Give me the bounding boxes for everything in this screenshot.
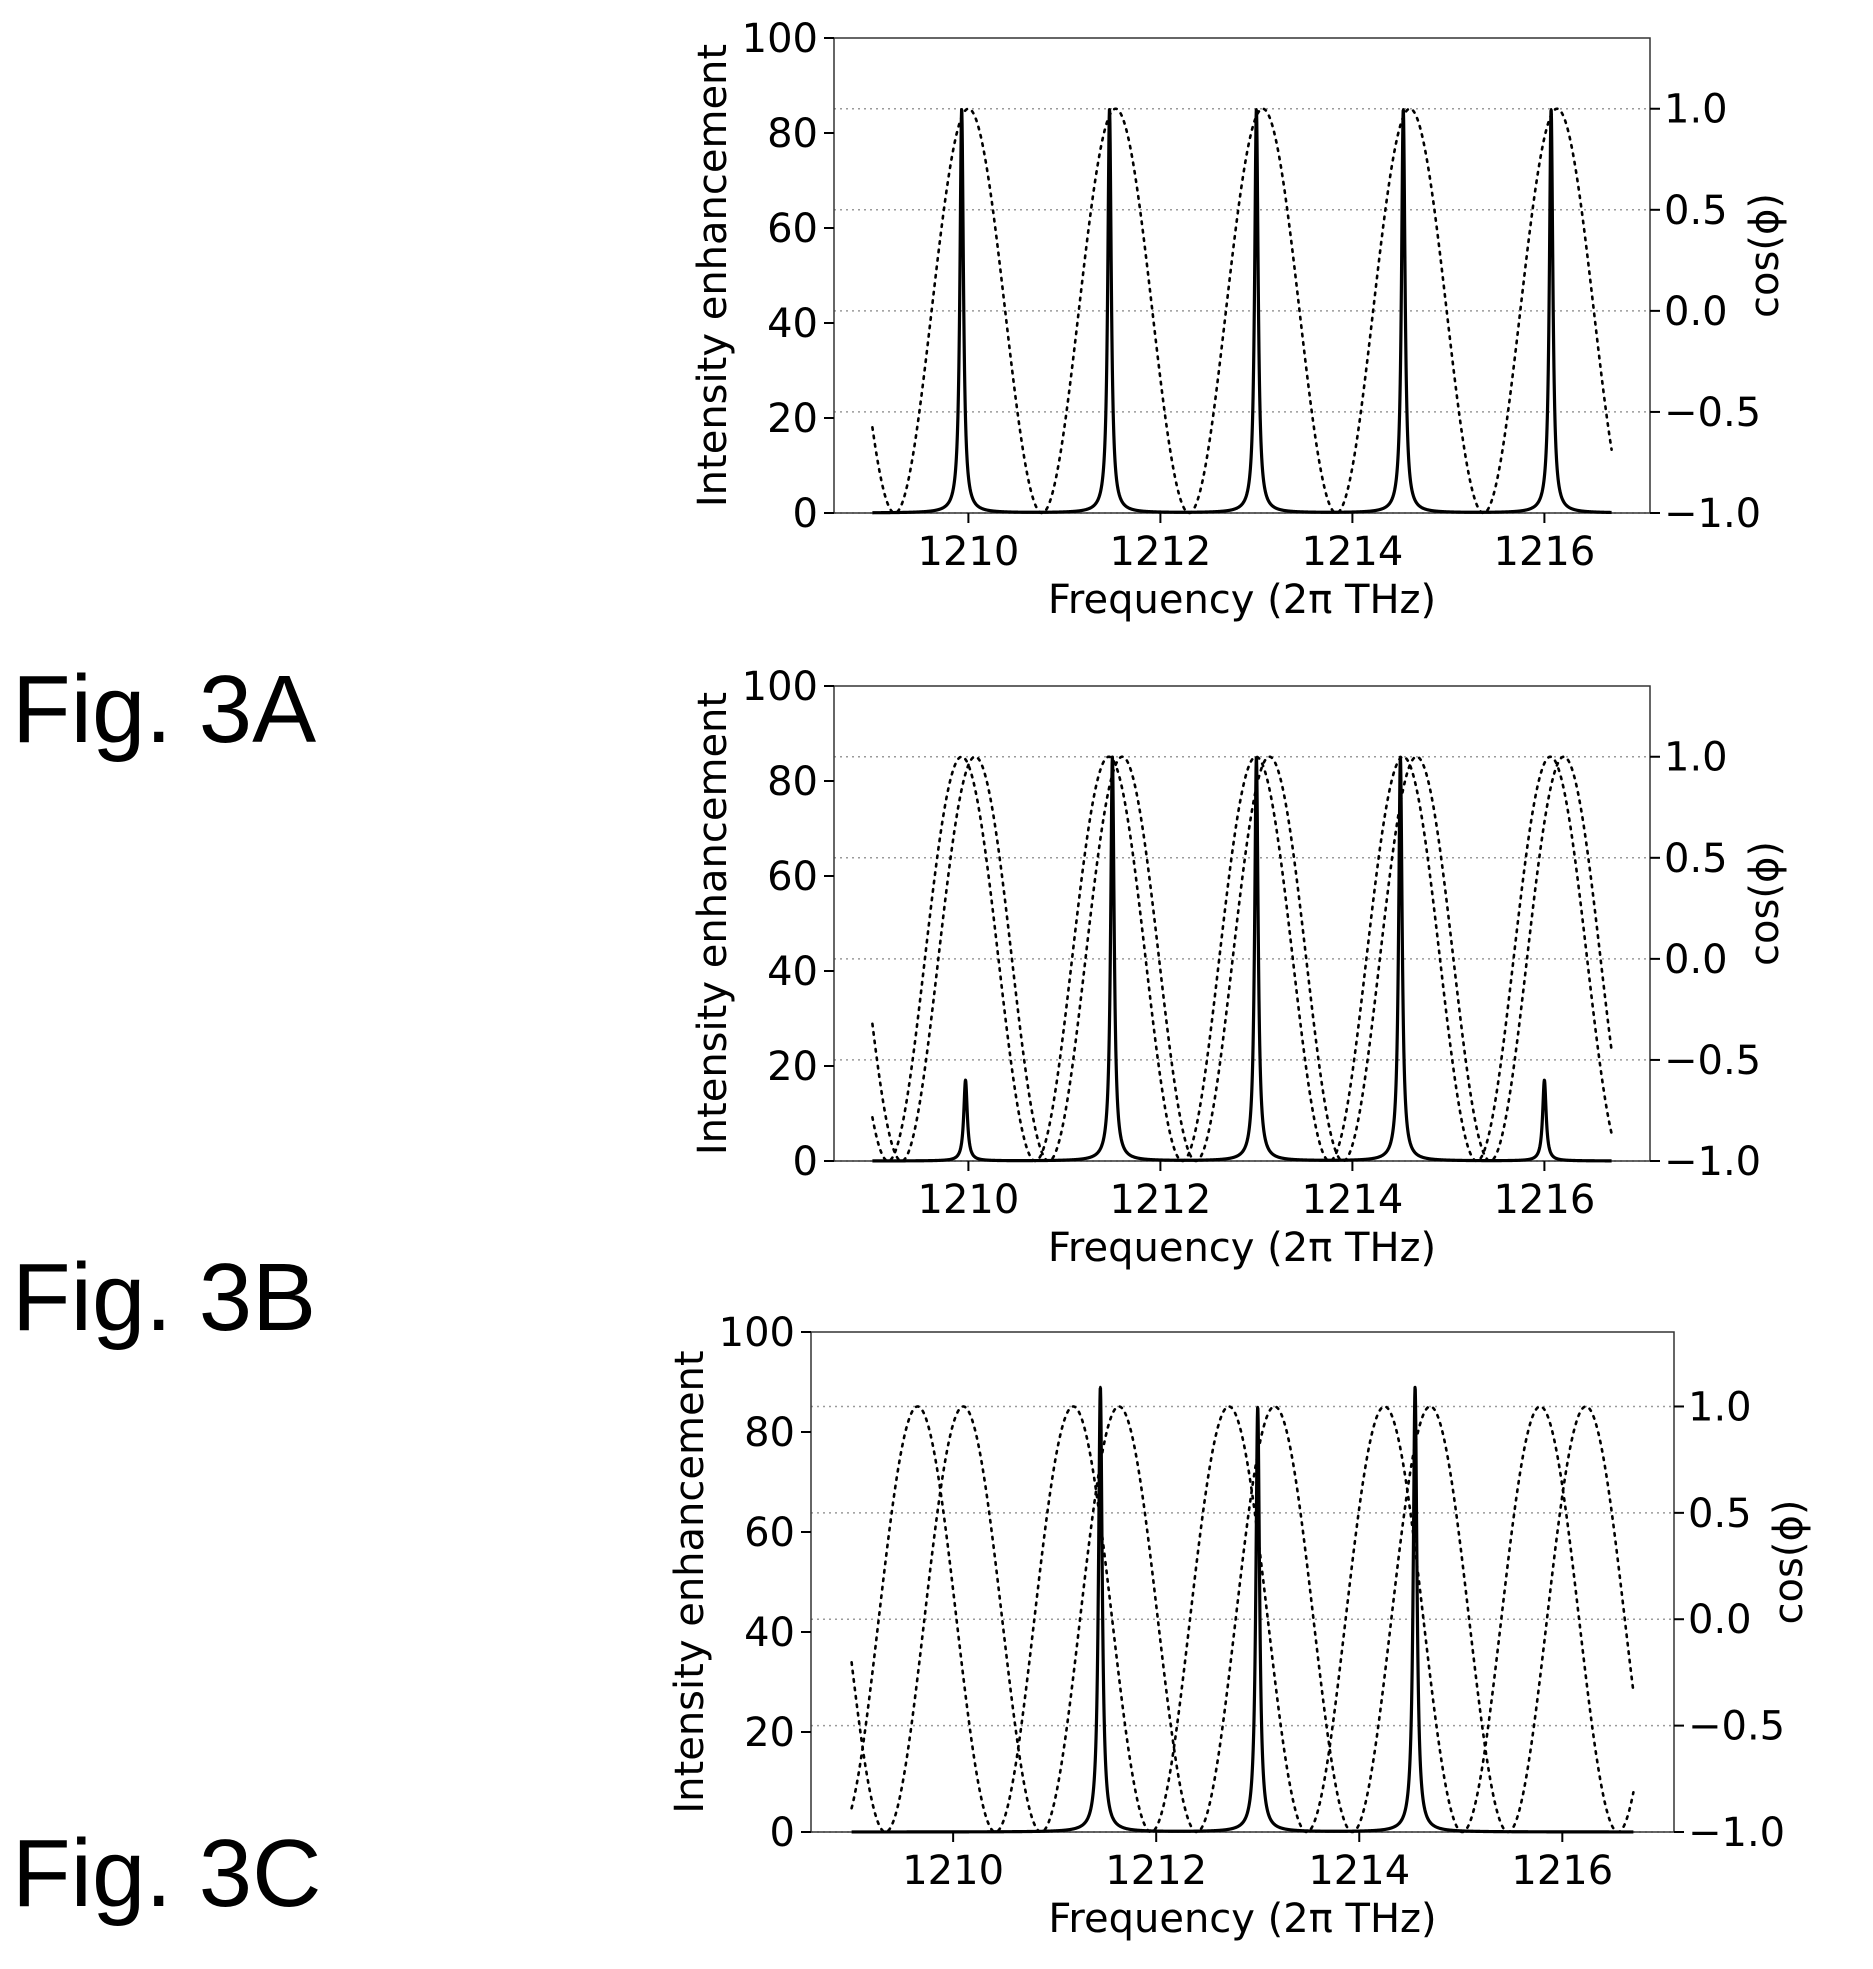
fig-3b-label: Fig. 3B: [12, 1244, 316, 1351]
fig-3b-xtick-label-2: 1214: [1302, 1177, 1404, 1223]
fig-3a-xtick-label-0: 1210: [918, 529, 1020, 575]
fig-3b-plot-frame: [833, 685, 1651, 1162]
fig-3c-y2tick-label-0: −1.0: [1688, 1810, 1785, 1856]
fig-3a-phase-curve-0: [871, 107, 1613, 515]
fig-3a-intensity-peak-0: [960, 108, 963, 111]
fig-3a-chart: 0 20 40 60 80 100 −1.0 −0.5 0.0 0.5 1.0 1210 1212 121…: [690, 16, 1788, 623]
fig-3a-y-axis-label: Intensity enhancement: [690, 44, 736, 507]
fig-3c-ytick-label-3: 60: [744, 1510, 795, 1556]
fig-3a-ytick-label-0: 0: [793, 491, 818, 537]
fig-3b-intensity-peak-0: [964, 1079, 967, 1082]
fig-3a-y2tick-label-4: 1.0: [1664, 87, 1728, 133]
fig-3a-ytick-label-5: 100: [742, 16, 818, 62]
fig-3a-ytick-label-3: 60: [767, 206, 818, 252]
fig-3c-ytick-label-4: 80: [744, 1410, 795, 1456]
fig-3b-xtick-label-3: 1216: [1494, 1177, 1596, 1223]
fig-3b-phase-curve-1: [871, 755, 1613, 1163]
fig-3b-xtick-label-1: 1212: [1110, 1177, 1212, 1223]
fig-3c-label: Fig. 3C: [12, 1820, 321, 1927]
fig-3b-y2tick-label-0: −1.0: [1664, 1139, 1761, 1185]
fig-3b-intensity-peak-4: [1543, 1079, 1546, 1082]
fig-3b-ytick-label-0: 0: [793, 1139, 818, 1185]
fig-3c-intensity-peak-1: [1256, 1405, 1259, 1409]
fig-3b-x-axis-label: Frequency (2π THz): [1048, 1225, 1436, 1271]
fig-3a-y2tick-label-2: 0.0: [1664, 289, 1728, 335]
fig-3a-ytick-label-1: 20: [767, 396, 818, 442]
fig-3c-intensity-line: [850, 1385, 1635, 1834]
fig-3c-y2-axis-label: cos(ϕ): [1766, 1500, 1812, 1625]
fig-3a-xtick-label-1: 1212: [1110, 529, 1212, 575]
fig-3a-intensity-peak-4: [1549, 108, 1553, 111]
fig-3a-xtick-label-3: 1216: [1494, 529, 1596, 575]
fig-3c-y2tick-label-1: −0.5: [1688, 1704, 1785, 1750]
fig-3c-phase-curve-1: [850, 1405, 1635, 1834]
fig-3a-intensity-peak-2: [1255, 108, 1258, 111]
fig-3b-xtick-label-0: 1210: [918, 1177, 1020, 1223]
fig-3c-intensity-peak-2: [1413, 1385, 1417, 1389]
fig-3c-ytick-label-0: 0: [770, 1810, 795, 1856]
fig-3a-intensity-peak-1: [1108, 108, 1111, 111]
fig-3c-ytick-label-1: 20: [744, 1710, 795, 1756]
fig-3c-y2tick-label-2: 0.0: [1688, 1597, 1752, 1643]
fig-3b-y-axis-label: Intensity enhancement: [690, 692, 736, 1155]
fig-3b-ytick-label-2: 40: [767, 949, 818, 995]
fig-3b-y2-axis-label: cos(ϕ): [1742, 841, 1788, 966]
fig-3a-intensity-line: [871, 108, 1613, 515]
fig-3c-xtick-label-1: 1212: [1105, 1848, 1207, 1894]
fig-3b-ytick-label-3: 60: [767, 854, 818, 900]
fig-3c-chart: 0 20 40 60 80 100 −1.0 −0.5 0.0 0.5 1.0 1210 1212 121…: [667, 1310, 1812, 1942]
fig-3c-xtick-label-0: 1210: [902, 1848, 1004, 1894]
fig-3b-y2tick-label-4: 1.0: [1664, 735, 1728, 781]
fig-3b-y2tick-label-2: 0.0: [1664, 937, 1728, 983]
fig-3c-ytick-label-2: 40: [744, 1610, 795, 1656]
fig-3c-xtick-label-3: 1216: [1511, 1848, 1613, 1894]
fig-3b-chart: 0 20 40 60 80 100 −1.0 −0.5 0.0 0.5 1.0 1210 1212 121…: [690, 664, 1788, 1271]
fig-3b-ytick-label-4: 80: [767, 759, 818, 805]
fig-3b-ytick-label-1: 20: [767, 1044, 818, 1090]
fig-3b-y2tick-label-3: 0.5: [1664, 836, 1728, 882]
fig-3a-y2tick-label-1: −0.5: [1664, 390, 1761, 436]
fig-3c-xtick-label-2: 1214: [1308, 1848, 1410, 1894]
fig-3b-y2tick-label-1: −0.5: [1664, 1038, 1761, 1084]
fig-3c-y-axis-label: Intensity enhancement: [667, 1350, 713, 1813]
fig-3a-y2-axis-label: cos(ϕ): [1742, 193, 1788, 318]
fig-3b-phase-curve-0: [871, 755, 1613, 1163]
fig-3c-y2tick-label-3: 0.5: [1688, 1491, 1752, 1537]
fig-3a-ytick-label-4: 80: [767, 111, 818, 157]
fig-3a-plot-frame: [833, 37, 1651, 514]
fig-3c-ytick-label-5: 100: [719, 1310, 795, 1356]
fig-3a-y2tick-label-3: 0.5: [1664, 188, 1728, 234]
fig-3a-ytick-label-2: 40: [767, 301, 818, 347]
fig-3a-y2tick-label-0: −1.0: [1664, 491, 1761, 537]
fig-3c-y2tick-label-4: 1.0: [1688, 1384, 1752, 1430]
fig-3a-intensity-peak-3: [1402, 108, 1405, 111]
fig-3b-intensity-peak-1: [1111, 756, 1114, 759]
fig-3a-x-axis-label: Frequency (2π THz): [1048, 577, 1436, 623]
fig-3b-ytick-label-5: 100: [742, 664, 818, 710]
fig-3c-phase-curve-0: [850, 1405, 1635, 1834]
fig-3a-label: Fig. 3A: [12, 656, 316, 763]
fig-3c-intensity-peak-0: [1099, 1385, 1102, 1389]
fig-3c-x-axis-label: Frequency (2π THz): [1048, 1896, 1436, 1942]
fig-3c-plot-frame: [810, 1331, 1675, 1833]
fig-3a-xtick-label-2: 1214: [1302, 529, 1404, 575]
